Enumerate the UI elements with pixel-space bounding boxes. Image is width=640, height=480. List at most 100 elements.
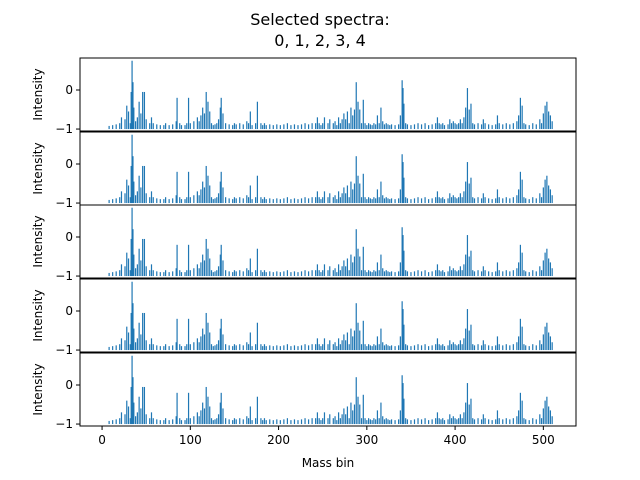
spectrum-bar [129, 418, 131, 425]
spectrum-bar [398, 345, 400, 351]
spectrum-bar [119, 418, 121, 425]
spectrum-bar [217, 414, 220, 425]
spectrum-bar [269, 198, 271, 204]
spectrum-bar [300, 124, 303, 130]
spectrum-bar [539, 340, 541, 351]
spectrum-bar [180, 125, 183, 130]
spectrum-bar [532, 344, 534, 351]
spectrum-bar [371, 420, 373, 425]
spectrum-bar [345, 266, 347, 277]
spectrum-bar [242, 271, 244, 277]
spectrum-bar [449, 119, 451, 130]
spectrum-bar [200, 336, 202, 351]
spectrum-bar [390, 198, 393, 204]
spectrum-bar [334, 416, 336, 425]
spectrum-bar [304, 418, 306, 425]
spectrum-bar [311, 123, 313, 130]
spectrum-bar [242, 198, 244, 204]
spectrum-bar [180, 272, 183, 277]
spectrum-bar [131, 207, 133, 277]
spectrum-bar [360, 123, 363, 130]
spectrum-bar [214, 271, 216, 277]
spectrum-bar [136, 338, 138, 351]
spectrum-bar [180, 346, 183, 351]
spectrum-bar [222, 113, 224, 130]
spectrum-bar [323, 117, 326, 130]
spectrum-bar [341, 414, 343, 425]
spectrum-bar [115, 419, 117, 425]
spectrum-bar [214, 124, 216, 130]
spectrum-bar [521, 400, 523, 425]
spectrum-bar [443, 125, 446, 130]
spectrum-bar [207, 322, 209, 351]
spectrum-bar [203, 113, 206, 130]
spectrum-bar [339, 123, 341, 130]
spectrum-bar [260, 270, 262, 277]
spectrum-bar [135, 195, 137, 204]
spectrum-bar [398, 124, 400, 130]
spectrum-bar [217, 193, 220, 204]
spectrum-bar [327, 418, 329, 425]
spectrum-bar [225, 270, 227, 277]
spectrum-bar [316, 412, 319, 425]
spectrum-bar [209, 406, 211, 425]
spectrum-bar [320, 420, 322, 425]
spectrum-bar [207, 396, 209, 425]
spectrum-bar [127, 111, 130, 130]
spectrum-bar [544, 105, 546, 130]
spectrum-bar [256, 396, 258, 425]
spectrum-bar [249, 406, 251, 425]
panel-frame [79, 204, 577, 279]
spectrum-bar [443, 199, 446, 204]
spectrum-bar [495, 419, 497, 425]
spectrum-bar [505, 123, 507, 130]
spectrum-bar [249, 258, 251, 277]
spectrum-bar [519, 392, 521, 425]
spectrum-bar [143, 91, 146, 130]
spectrum-bar [263, 123, 266, 130]
spectrum-bar [394, 346, 396, 351]
spectrum-bar [187, 318, 190, 351]
spectrum-bar [283, 271, 285, 277]
spectrum-bar [307, 124, 310, 130]
spectrum-bar [355, 377, 357, 425]
spectrum-bar [343, 408, 345, 425]
spectrum-bar [353, 256, 356, 277]
spectrum-bar [262, 420, 264, 425]
spectrum-bar [528, 272, 530, 277]
spectrum-bar [473, 124, 476, 130]
spectrum-bar [322, 270, 324, 277]
spectrum-bar [233, 344, 236, 351]
spectrum-bar [126, 326, 128, 351]
spectrum-bar [435, 270, 437, 277]
spectrum-bar [320, 199, 322, 204]
spectrum-bar [509, 345, 511, 351]
spectrum-bar [375, 419, 377, 425]
spectrum-bar [187, 171, 190, 204]
spectrum-bar [438, 344, 440, 351]
spectrum-bar [502, 271, 504, 277]
spectrum-bar [159, 420, 161, 425]
spectrum-bar [233, 270, 236, 277]
spectrum-bar [389, 346, 391, 351]
spectrum-bar [488, 271, 490, 277]
spectrum-bar [348, 270, 350, 277]
spectrum-bar [265, 346, 267, 351]
spectrum-bar [255, 197, 257, 204]
spectrum-bar [542, 187, 544, 204]
spectrum-bar [172, 124, 174, 130]
spectrum-bar [387, 124, 389, 130]
spectrum-bar [175, 195, 177, 204]
spectrum-bar [156, 345, 158, 351]
spectrum-bar [209, 258, 211, 277]
spectrum-bar [108, 420, 110, 425]
spectrum-bar [140, 260, 142, 277]
spectrum-bar [544, 179, 546, 204]
x-axis-label: Mass bin [302, 456, 355, 470]
spectrum-bar [222, 408, 224, 425]
spectrum-bar [390, 271, 393, 277]
spectrum-bar [542, 334, 544, 351]
spectrum-bar [452, 416, 454, 425]
spectrum-bar [443, 346, 446, 351]
spectrum-bar [336, 125, 338, 130]
